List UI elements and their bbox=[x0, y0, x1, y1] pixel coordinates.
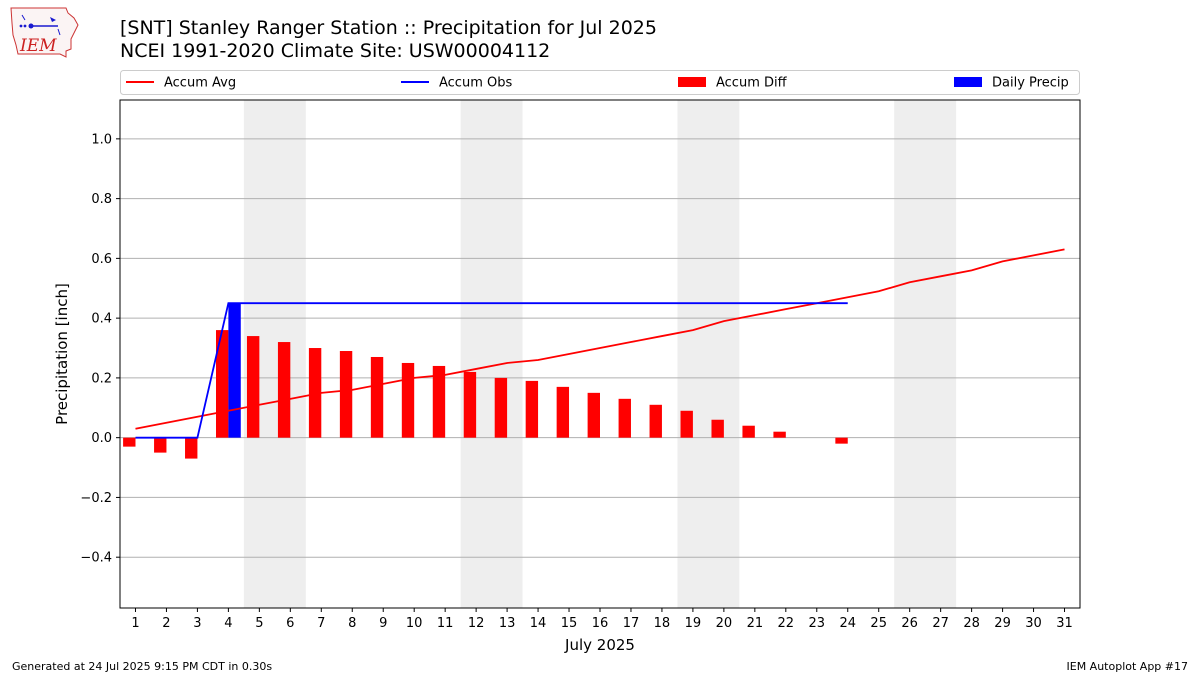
accum-diff-bar bbox=[401, 362, 415, 438]
accum-diff-bar bbox=[308, 348, 322, 438]
y-tick-label: 0.0 bbox=[91, 431, 112, 446]
x-axis-label: July 2025 bbox=[564, 636, 635, 654]
y-tick-label: 0.4 bbox=[91, 312, 112, 327]
x-tick-label: 15 bbox=[561, 616, 578, 631]
x-tick-label: 1 bbox=[131, 616, 139, 631]
x-tick-label: 18 bbox=[654, 616, 671, 631]
accum-diff-bar bbox=[525, 380, 539, 438]
x-tick-label: 20 bbox=[716, 616, 733, 631]
x-tick-label: 3 bbox=[193, 616, 201, 631]
accum-diff-bar bbox=[680, 410, 693, 438]
accum-diff-bar bbox=[339, 351, 353, 438]
weekend-shade bbox=[460, 100, 523, 608]
accum-diff-bar bbox=[277, 342, 291, 438]
accum-avg-line bbox=[135, 248, 1065, 430]
accum-diff-bar bbox=[556, 386, 570, 438]
chart-subtitle: NCEI 1991-2020 Climate Site: USW00004112 bbox=[120, 40, 551, 62]
y-tick-label: 0.6 bbox=[91, 252, 112, 267]
wind-barb-icon bbox=[50, 17, 56, 22]
x-tick-label: 16 bbox=[592, 616, 609, 631]
x-tick-label: 24 bbox=[839, 616, 856, 631]
x-tick-label: 21 bbox=[747, 616, 764, 631]
legend-box bbox=[120, 70, 1080, 95]
accum-diff-bar bbox=[432, 365, 446, 438]
accum-diff-bar bbox=[773, 431, 786, 438]
accum-diff-bar bbox=[185, 437, 198, 459]
accum-diff-bar bbox=[154, 437, 167, 453]
accum-diff-bar bbox=[494, 377, 508, 438]
y-tick-label: −0.4 bbox=[80, 551, 112, 566]
accum-diff-bar bbox=[711, 419, 724, 438]
accum-diff-bar bbox=[463, 371, 477, 438]
legend-label-accum-avg: Accum Avg bbox=[164, 76, 236, 91]
x-tick-label: 25 bbox=[870, 616, 887, 631]
y-tick-label: −0.2 bbox=[80, 491, 112, 506]
legend-label-daily-precip: Daily Precip bbox=[992, 76, 1069, 91]
accum-diff-bar bbox=[835, 437, 848, 444]
x-tick-label: 30 bbox=[1025, 616, 1042, 631]
x-tick-label: 9 bbox=[379, 616, 387, 631]
y-axis-label: Precipitation [inch] bbox=[53, 283, 71, 425]
x-tick-label: 13 bbox=[499, 616, 516, 631]
x-tick-label: 17 bbox=[623, 616, 640, 631]
x-tick-label: 7 bbox=[317, 616, 325, 631]
y-tick-label: 1.0 bbox=[91, 132, 112, 147]
accum-diff-bar bbox=[618, 398, 631, 438]
x-tick-label: 2 bbox=[162, 616, 170, 631]
generated-timestamp: Generated at 24 Jul 2025 9:15 PM CDT in … bbox=[12, 660, 273, 673]
x-tick-label: 4 bbox=[224, 616, 232, 631]
x-tick-label: 6 bbox=[286, 616, 294, 631]
accum-diff-bar bbox=[742, 425, 755, 438]
x-tick-label: 8 bbox=[348, 616, 356, 631]
x-tick-label: 23 bbox=[809, 616, 826, 631]
legend-label-accum-diff: Accum Diff bbox=[716, 76, 788, 91]
legend-swatch-accum-diff bbox=[678, 77, 706, 87]
legend-swatch-daily-precip bbox=[954, 77, 982, 87]
x-tick-label: 5 bbox=[255, 616, 263, 631]
x-tick-label: 14 bbox=[530, 616, 547, 631]
accum-diff-bar bbox=[587, 392, 600, 438]
accum-diff-bar bbox=[246, 336, 260, 438]
accum-obs-line bbox=[135, 302, 848, 439]
x-tick-label: 10 bbox=[406, 616, 423, 631]
accum-diff-bar bbox=[370, 356, 384, 438]
logo-text: IEM bbox=[19, 36, 57, 56]
weekend-shade bbox=[894, 100, 957, 608]
x-tick-label: 29 bbox=[994, 616, 1011, 631]
legend-label-accum-obs: Accum Obs bbox=[439, 76, 512, 91]
accum-diff-bar bbox=[123, 437, 136, 447]
x-tick-label: 27 bbox=[932, 616, 949, 631]
x-tick-label: 28 bbox=[963, 616, 980, 631]
x-tick-label: 12 bbox=[468, 616, 485, 631]
y-tick-label: 0.2 bbox=[91, 371, 112, 386]
iem-logo: IEM bbox=[10, 7, 79, 58]
x-tick-label: 31 bbox=[1056, 616, 1073, 631]
accum-diff-bar bbox=[649, 404, 662, 438]
x-tick-label: 26 bbox=[901, 616, 918, 631]
weekend-shade bbox=[677, 100, 740, 608]
chart-title: [SNT] Stanley Ranger Station :: Precipit… bbox=[120, 17, 657, 39]
x-tick-label: 22 bbox=[778, 616, 795, 631]
daily-precip-bar bbox=[228, 303, 241, 438]
y-tick-label: 0.8 bbox=[91, 192, 112, 207]
x-tick-label: 19 bbox=[685, 616, 702, 631]
x-tick-label: 11 bbox=[437, 616, 454, 631]
iowa-outline-icon bbox=[10, 7, 79, 58]
app-identifier: IEM Autoplot App #17 bbox=[1066, 660, 1189, 673]
